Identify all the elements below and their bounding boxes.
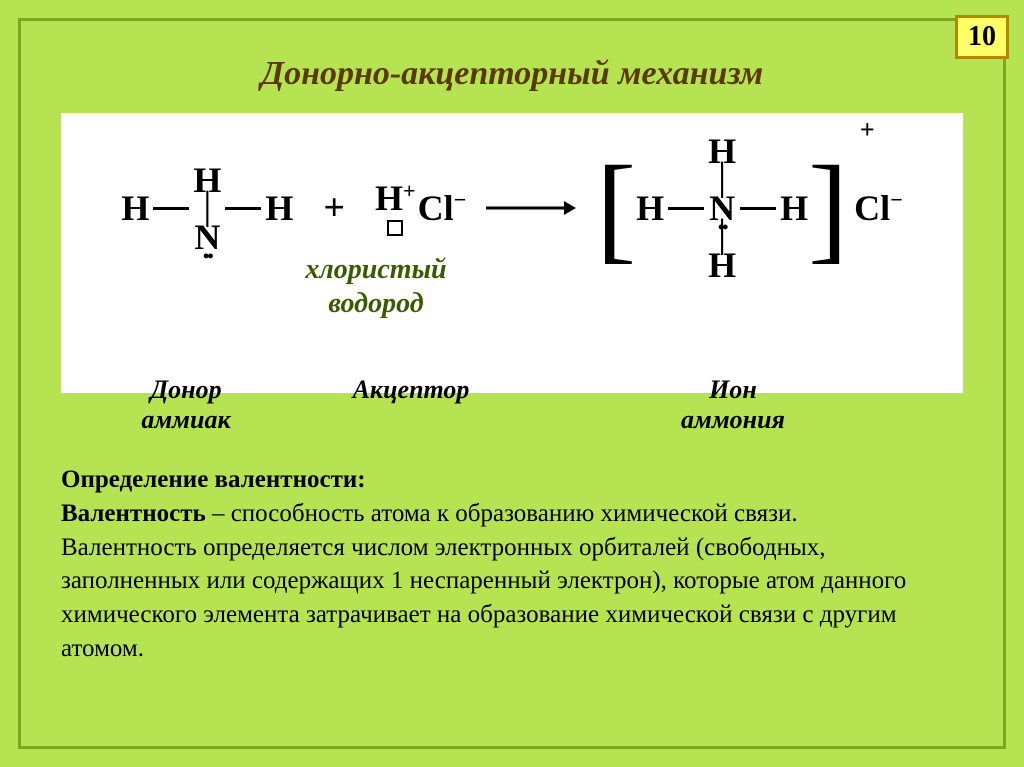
hcl-molecule: H + Cl − xyxy=(375,180,466,236)
empty-orbital-icon xyxy=(387,220,403,236)
atom-n: N xyxy=(194,219,220,255)
atom-cl: Cl xyxy=(418,187,454,229)
ion-charge: + xyxy=(860,115,875,145)
atom-cl: Cl xyxy=(854,187,890,229)
slide: 10 Донорно-акцепторный механизм H H │ N … xyxy=(0,0,1024,767)
nitrogen-stack: H │ N │ H xyxy=(708,133,736,283)
charge-minus: − xyxy=(454,187,467,213)
atom-n: N xyxy=(709,190,735,226)
atom-h: H xyxy=(780,187,808,229)
definition: – способность атома к образованию химиче… xyxy=(206,500,798,527)
bond-icon xyxy=(740,207,776,210)
arrow-icon xyxy=(486,198,576,218)
slide-border: 10 Донорно-акцепторный механизм H H │ N … xyxy=(18,18,1006,749)
bracket-icon: [ xyxy=(596,160,636,256)
term: Валентность xyxy=(61,500,206,527)
formula-row: H H │ N H + H + xyxy=(61,113,963,283)
hcl-label: хлористый водород xyxy=(266,253,486,320)
bond-icon xyxy=(153,207,189,210)
body-paragraph: Валентность определяется числом электрон… xyxy=(61,531,963,666)
body-heading: Определение валентности: xyxy=(61,463,963,497)
body-paragraph: Валентность – способность атома к образо… xyxy=(61,497,963,531)
bond-icon: │ xyxy=(712,169,733,190)
bracket-icon: ] xyxy=(808,160,848,256)
nh4-molecule: H H │ N │ H H xyxy=(636,133,808,283)
bond-icon xyxy=(668,207,704,210)
ion-label: Ион аммония xyxy=(643,375,823,435)
acceptor-label: Акцептор xyxy=(321,375,501,405)
label-text: Ион xyxy=(643,375,823,405)
page-number: 10 xyxy=(968,21,996,53)
atom-h: H xyxy=(265,187,293,229)
charge-plus: + xyxy=(403,180,416,202)
label-text: водород xyxy=(266,287,486,321)
label-text: аммония xyxy=(643,405,823,435)
label-text: аммиак xyxy=(111,405,261,435)
atom-h: H xyxy=(636,187,664,229)
atom-h: H xyxy=(121,187,149,229)
reaction-diagram: H H │ N H + H + xyxy=(61,113,963,393)
bond-icon: │ xyxy=(197,198,218,219)
atom-h: H xyxy=(708,247,736,283)
label-text: хлористый xyxy=(266,253,486,287)
ammonium-ion: [ H H │ N │ H H ] xyxy=(596,133,903,283)
plus-sign: + xyxy=(323,186,345,230)
page-number-badge: 10 xyxy=(955,15,1009,59)
h-plus-stack: H + xyxy=(375,180,416,236)
label-text: Акцептор xyxy=(321,375,501,405)
atom-h: H xyxy=(375,180,403,216)
ammonia-molecule: H H │ N H xyxy=(121,162,293,255)
charge-minus: − xyxy=(890,187,903,213)
body-text: Определение валентности: Валентность – с… xyxy=(61,463,963,666)
slide-title: Донорно-акцепторный механизм xyxy=(61,55,963,93)
label-text: Донор xyxy=(111,375,261,405)
nitrogen-stack: H │ N xyxy=(193,162,221,255)
donor-label: Донор аммиак xyxy=(111,375,261,435)
bond-icon xyxy=(225,207,261,210)
